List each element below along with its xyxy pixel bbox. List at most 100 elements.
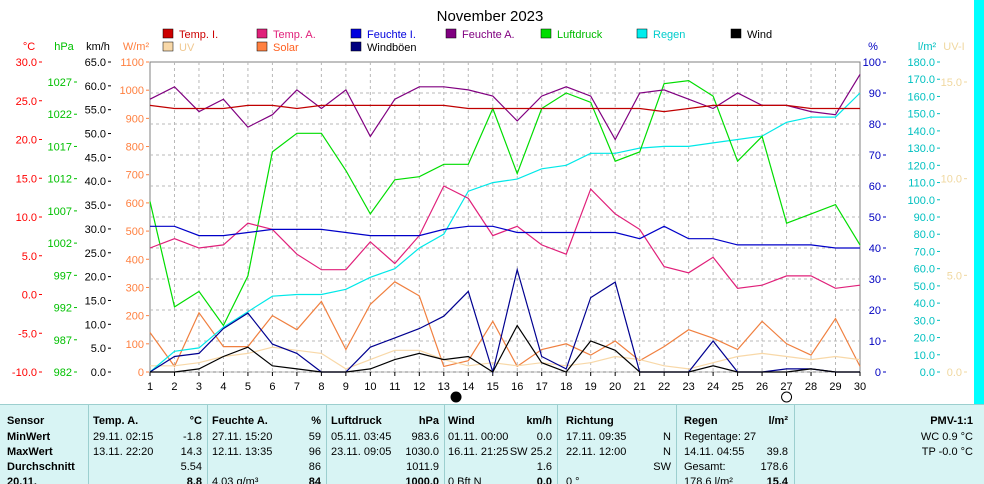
x-tick-label: 3 [196,381,202,393]
axis-hpa-tick: 987 [54,335,72,347]
axis-lm2-tick: 90.0 [914,212,935,224]
feuchte-row-value: 84 [308,476,321,484]
sensor-header: Sensor [7,415,45,427]
axis-lm2-label: l/m² [918,41,937,53]
regen-row-time: Regentage: 27 [684,431,757,443]
x-tick-label: 7 [294,381,300,393]
axis-lm2-tick: 130.0 [907,143,935,155]
x-tick-label: 24 [707,381,719,393]
axis-kmh-tick: 60.0 [85,81,106,93]
sensor-row-label: MinWert [7,431,51,443]
axis-lm2-tick: 100.0 [907,195,935,207]
legend-swatch [256,28,268,39]
axis-lm2-tick: 70.0 [914,246,935,258]
temp-col: Temp. A. °C 29.11. 02:15 -1.8 13.11. 22:20 14… [93,405,206,484]
axis-kmh-tick: 50.0 [85,129,106,141]
axis-temp-tick: -5.0 [18,328,37,340]
axis-temp-tick: 20.0 [16,135,37,147]
x-tick-label: 21 [634,381,646,393]
legend-label: Windböen [367,42,417,54]
axis-temp-tick: -10.0 [12,367,37,379]
temp-row-value: 5.54 [180,461,202,473]
x-tick-label: 1 [147,381,153,393]
richtung-col: Richtung 17.11. 09:35 N 22.11. 12:00 N SW 0 ° [566,405,675,484]
regen-row-time: 178.6 l/m² [684,476,733,484]
legend-swatch [350,28,362,39]
feuchte-row-time: 27.11. 15:20 [212,431,273,443]
axis-temp-tick: 30.0 [16,57,37,69]
feuchte-row-time: 12.11. 13:35 [212,446,273,458]
axis-lm2-tick: 50.0 [914,281,935,293]
axis-lm2-tick: 140.0 [907,126,935,138]
luftdruck-row-value: 1000.0 [405,476,439,484]
legend-label: UV [179,42,195,54]
sensor-row-label: 20.11. [7,476,37,484]
feuchte-row-value: 59 [308,431,321,443]
axis-lm2-tick: 80.0 [914,229,935,241]
legend-swatch [162,28,174,39]
axis-lm2-tick: 150.0 [907,109,935,121]
axis-kmh-tick: 15.0 [85,295,106,307]
legend-swatch [162,41,174,52]
x-tick-label: 8 [318,381,324,393]
axis-hpa-tick: 992 [54,303,72,315]
feuchte-header: Feuchte A. [212,415,268,427]
wind-row-value: 1.6 [536,461,552,473]
axis-hpa-tick: 1012 [48,174,72,186]
axis-wm2-tick: 100 [126,339,144,351]
x-tick-label: 16 [511,381,523,393]
axis-hpa-tick: 1027 [48,77,72,89]
axis-pct-tick: 90 [869,88,881,100]
series-temp-a [149,185,861,289]
axis-kmh-tick: 25.0 [85,248,106,260]
axis-wm2-tick: 500 [126,226,144,238]
richtung-row-time: 22.11. 12:00 [566,446,627,458]
luftdruck-row-time: 23.11. 09:05 [331,446,392,458]
legend-label: Luftdruck [557,29,603,41]
axis-wm2-tick: 0 [138,367,144,379]
x-tick-label: 20 [609,381,621,393]
axes: 1 2 3 4 5 6 7 8 9 10 11 12 13 14 15 16 17 18 19 20 21 22 23 24 2… [12,41,967,403]
legend-swatch [256,41,268,52]
axis-hpa-label: hPa [54,41,74,53]
x-tick-label: 27 [780,381,792,393]
luftdruck-row-value: 1030.0 [405,446,439,458]
regen-col: Regen l/m² Regentage: 27 14.11. 04:55 39.8 Ge… [684,405,792,484]
axis-temp-tick: 25.0 [16,96,37,108]
x-tick-label: 17 [536,381,548,393]
axis-temp-tick: 0.0 [22,290,37,302]
x-tick-label: 6 [269,381,275,393]
x-tick-label: 5 [245,381,251,393]
axis-lm2-tick: 0.0 [920,367,935,379]
axis-kmh-tick: 20.0 [85,272,106,284]
legend: Temp. I. Temp. A. Feuchte I. Feuchte A. Luft… [162,28,772,54]
series-regen [149,92,861,373]
axis-wm2-tick: 300 [126,282,144,294]
temp-row-value: -1.8 [183,431,202,443]
column-separator [676,405,677,484]
axis-hpa-tick: 1002 [48,238,72,250]
axis-lm2-tick: 10.0 [914,350,935,362]
series-lines [149,74,861,375]
axis-temp-tick: 10.0 [16,212,37,224]
axis-pct-tick: 20 [869,305,881,317]
axis-uv-tick: 10.0 [941,174,962,186]
axis-uv-tick: 0.0 [947,367,962,379]
wind-unit: km/h [526,415,552,427]
axis-kmh-tick: 55.0 [85,105,106,117]
x-tick-label: 11 [389,381,400,393]
legend-label: Feuchte A. [462,29,515,41]
sensor-row-label: MaxWert [7,446,53,458]
axis-wm2-tick: 900 [126,113,144,125]
axis-pct-tick: 50 [869,212,881,224]
luftdruck-row-time: 05.11. 03:45 [331,431,392,443]
regen-row-value: 39.8 [766,446,788,458]
x-tick-label: 13 [438,381,450,393]
axis-uv-label: UV-I [943,41,964,53]
legend-label: Regen [653,29,685,41]
axis-kmh-tick: 35.0 [85,200,106,212]
wind-row-time: 01.11. 00:00 [448,431,509,443]
scroll-strip [974,0,984,404]
axis-kmh-tick: 45.0 [85,152,106,164]
legend-swatch [540,28,552,39]
